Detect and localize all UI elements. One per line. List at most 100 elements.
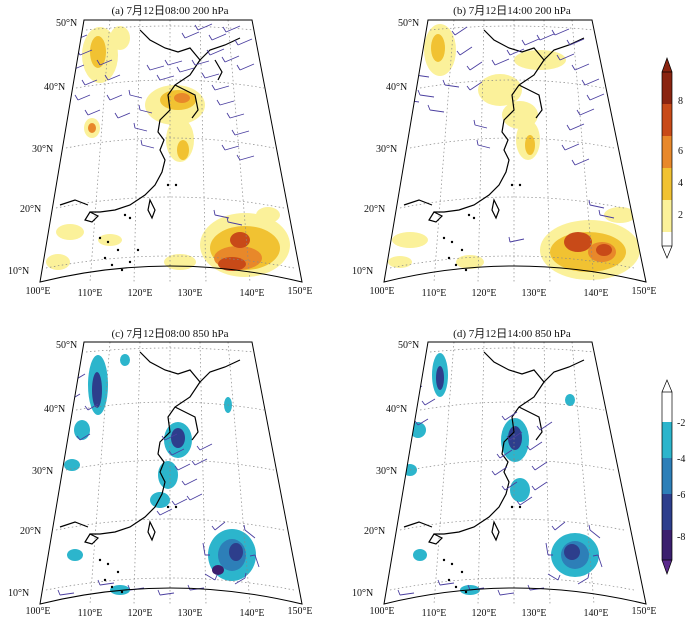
lat-label: 50°N xyxy=(398,18,419,29)
colorbar-top-cap xyxy=(661,56,673,73)
panel-b-lat-labels: 10°N 20°N 30°N 40°N 50°N xyxy=(352,18,419,277)
lon-label: 140°E xyxy=(239,288,264,299)
panel-c-frame xyxy=(39,341,303,605)
panel-c-map xyxy=(45,342,295,604)
lon-label: 150°E xyxy=(287,606,312,617)
panel-b: (b) 7月12日14:00 200 hPa xyxy=(352,5,657,299)
panel-d-map xyxy=(389,342,635,604)
lon-label: 140°E xyxy=(239,608,264,619)
colorbar-tick: -4 xyxy=(677,454,685,465)
lon-label: 150°E xyxy=(631,606,656,617)
lon-label: 150°E xyxy=(631,286,656,297)
lat-label: 10°N xyxy=(8,266,29,277)
panel-b-lon-labels: 100°E 110°E 120°E 130°E 140°E 150°E xyxy=(369,286,656,299)
lon-label: 130°E xyxy=(521,608,546,619)
coast-d xyxy=(403,351,585,545)
lat-label: 20°N xyxy=(20,204,41,215)
lon-label: 100°E xyxy=(25,286,50,297)
shading-a xyxy=(46,26,290,277)
lon-label: 130°E xyxy=(521,288,546,299)
lon-label: 140°E xyxy=(583,288,608,299)
islands-b xyxy=(442,183,522,272)
lat-label: 20°N xyxy=(20,526,41,537)
panel-b-title: (b) 7月12日14:00 200 hPa xyxy=(453,5,571,17)
shading-d xyxy=(403,353,599,595)
lat-label: 10°N xyxy=(352,266,373,277)
lon-label: 120°E xyxy=(127,608,152,619)
colorbar-tick: 6 xyxy=(678,146,683,157)
colorbar-tick: 4 xyxy=(678,178,683,189)
shading-c xyxy=(64,354,256,595)
panel-a: (a) 7月12日08:00 200 hPa xyxy=(8,5,313,299)
lat-label: 50°N xyxy=(56,18,77,29)
lon-label: 100°E xyxy=(369,286,394,297)
lon-label: 120°E xyxy=(471,608,496,619)
colorbar-top-cap xyxy=(661,245,673,259)
lon-label: 130°E xyxy=(177,608,202,619)
lat-label: 40°N xyxy=(44,404,65,415)
islands-c xyxy=(98,505,178,594)
lon-label: 100°E xyxy=(25,606,50,617)
lat-label: 50°N xyxy=(56,340,77,351)
colorbar-bottom-frame xyxy=(661,391,673,561)
colorbar-tick: -2 xyxy=(677,418,685,429)
lon-label: 110°E xyxy=(78,608,103,619)
lat-label: 40°N xyxy=(386,82,407,93)
lon-label: 110°E xyxy=(78,288,103,299)
colorbar-top-segment xyxy=(662,136,672,168)
grid-d xyxy=(389,342,635,604)
colorbar-tick: 8 xyxy=(678,96,683,107)
lon-label: 120°E xyxy=(471,288,496,299)
colorbar-bottom-segment xyxy=(662,392,672,422)
colorbar-top-segment xyxy=(662,104,672,136)
colorbar-bottom: -2 -4 -6 -8 xyxy=(661,379,685,576)
panel-d-title: (d) 7月12日14:00 850 hPa xyxy=(453,328,571,340)
panel-d: (d) 7月12日14:00 850 hPa xyxy=(352,328,657,619)
panel-c-lon-labels: 100°E 110°E 120°E 130°E 140°E 150°E xyxy=(25,606,312,619)
panel-c: (c) 7月12日08:00 850 hPa xyxy=(8,328,313,619)
lat-label: 40°N xyxy=(386,404,407,415)
panel-c-lat-labels: 10°N 20°N 30°N 40°N 50°N xyxy=(8,340,77,599)
shading-b xyxy=(388,24,640,280)
wind-barbs-a xyxy=(68,23,255,226)
lat-label: 40°N xyxy=(44,82,65,93)
panel-a-title: (a) 7月12日08:00 200 hPa xyxy=(111,5,228,17)
colorbar-top-segment xyxy=(662,232,672,246)
lon-label: 120°E xyxy=(127,288,152,299)
lon-label: 100°E xyxy=(369,606,394,617)
colorbar-tick: -6 xyxy=(677,490,685,501)
lat-label: 50°N xyxy=(398,340,419,351)
lat-label: 30°N xyxy=(376,466,397,477)
colorbar-tick: 2 xyxy=(678,210,683,221)
panel-a-map xyxy=(45,20,295,282)
lat-label: 30°N xyxy=(32,466,53,477)
colorbar-top-segment xyxy=(662,168,672,200)
islands-d xyxy=(442,505,522,594)
colorbar-tick: -8 xyxy=(677,532,685,543)
colorbar-top-ticks: 2 4 6 8 xyxy=(678,96,683,221)
colorbar-bottom-segment xyxy=(662,458,672,494)
colorbar-bottom-segment xyxy=(662,530,672,560)
colorbar-top-frame xyxy=(661,71,673,247)
coast-c xyxy=(59,351,241,545)
panel-d-lon-labels: 100°E 110°E 120°E 130°E 140°E 150°E xyxy=(369,606,656,619)
lon-label: 140°E xyxy=(583,608,608,619)
lat-label: 10°N xyxy=(352,588,373,599)
panel-a-lon-labels: 100°E 110°E 120°E 130°E 140°E 150°E xyxy=(25,286,312,299)
panel-c-title: (c) 7月12日08:00 850 hPa xyxy=(111,328,228,340)
panel-d-lat-labels: 10°N 20°N 30°N 40°N 50°N xyxy=(352,340,419,599)
coast-a xyxy=(59,29,241,223)
islands-a xyxy=(98,183,178,272)
lon-label: 150°E xyxy=(287,286,312,297)
panel-b-frame xyxy=(383,19,647,283)
colorbar-top: 2 4 6 8 xyxy=(661,56,683,259)
lat-label: 30°N xyxy=(376,144,397,155)
panel-b-map xyxy=(387,20,640,282)
colorbar-bottom-segment xyxy=(662,422,672,458)
lat-label: 30°N xyxy=(32,144,53,155)
panel-d-frame xyxy=(383,341,647,605)
colorbar-top-segment xyxy=(662,200,672,232)
colorbar-bottom-cap xyxy=(661,559,673,576)
panel-a-frame xyxy=(39,19,303,283)
